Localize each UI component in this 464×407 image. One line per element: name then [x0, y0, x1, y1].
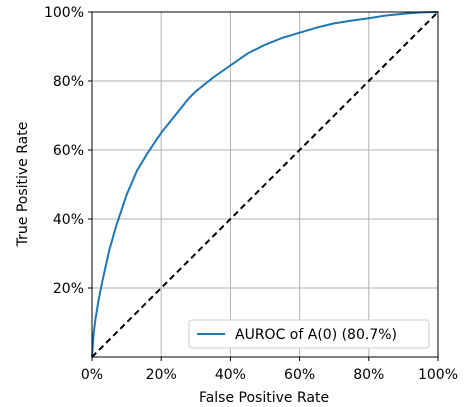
series-layer	[91, 11, 439, 358]
legend-label: AUROC of A(0) (80.7%)	[235, 327, 397, 343]
x-tick-label: 0%	[81, 367, 103, 383]
x-tick-label: 100%	[418, 367, 458, 383]
y-axis-label: True Positive Rate	[15, 122, 31, 248]
ticks: 0% 20% 40% 60% 80% 100% 20% 40% 60% 80% 100%	[44, 5, 458, 383]
chance-diagonal-line	[91, 11, 439, 358]
x-tick-label: 40%	[215, 367, 246, 383]
y-tick-label: 80%	[53, 74, 84, 90]
roc-curve-line	[91, 11, 439, 358]
plot-frame	[91, 11, 439, 358]
x-axis-label: False Positive Rate	[199, 390, 329, 406]
x-tick-label: 80%	[353, 367, 384, 383]
legend: AUROC of A(0) (80.7%)	[188, 319, 430, 349]
x-tick-label: 60%	[284, 367, 315, 383]
y-tick-label: 100%	[44, 5, 84, 21]
y-tick-label: 20%	[53, 281, 84, 297]
x-tick-label: 20%	[146, 367, 177, 383]
legend-box	[188, 319, 430, 349]
y-tick-label: 40%	[53, 212, 84, 228]
y-tick-label: 60%	[53, 143, 84, 159]
